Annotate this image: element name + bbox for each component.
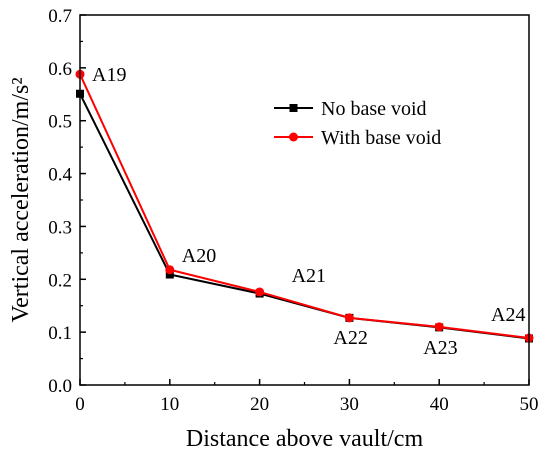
- y-tick-label: 0.4: [48, 165, 72, 186]
- y-axis-title: Vertical acceleration/m/s²: [8, 77, 34, 322]
- series-layer: [75, 69, 534, 343]
- legend: No base void With base void: [274, 98, 441, 149]
- data-point-with-void: [434, 322, 444, 332]
- point-label: A22: [333, 327, 367, 349]
- x-tick-label: 20: [250, 394, 269, 415]
- legend-marker: [289, 104, 298, 112]
- point-label: A24: [491, 304, 525, 326]
- legend-marker: [289, 132, 298, 142]
- y-tick-label: 0.6: [48, 59, 72, 80]
- point-label: A19: [92, 64, 126, 86]
- point-label: A20: [182, 245, 216, 267]
- x-tick-label: 50: [520, 394, 539, 415]
- y-tick-label: 0.5: [48, 112, 72, 133]
- x-tick-label: 40: [430, 394, 449, 415]
- y-tick-label: 0.7: [48, 6, 72, 27]
- data-point-with-void: [165, 265, 175, 275]
- legend-label: With base void: [321, 127, 441, 149]
- data-point-no-void: [165, 270, 174, 279]
- data-point-with-void: [344, 313, 354, 323]
- legend-label: No base void: [321, 98, 427, 120]
- y-tick-label: 0.0: [48, 376, 72, 397]
- x-tick-label: 0: [75, 394, 85, 415]
- y-tick-label: 0.2: [48, 270, 72, 291]
- y-tick-label: 0.3: [48, 217, 72, 238]
- x-tick-label: 30: [340, 394, 359, 415]
- point-label: A21: [292, 265, 326, 287]
- point-label: A23: [423, 337, 457, 359]
- x-tick-label: 10: [160, 394, 179, 415]
- data-point-with-void: [255, 287, 265, 297]
- plot-area-frame: [79, 14, 530, 386]
- series-line-with-void: [79, 73, 530, 339]
- series-line-no-void: [79, 93, 530, 340]
- y-tick-label: 0.1: [48, 323, 72, 344]
- point-labels-layer: A19 A20 A21 A22 A23 A24: [92, 64, 525, 359]
- ticks-layer: 0 10 20 30 40 50 0.0 0.1 0.2 0.3 0.4 0.5 0.6 0.7: [48, 6, 538, 415]
- x-axis-title: Distance above vault/cm: [186, 426, 424, 452]
